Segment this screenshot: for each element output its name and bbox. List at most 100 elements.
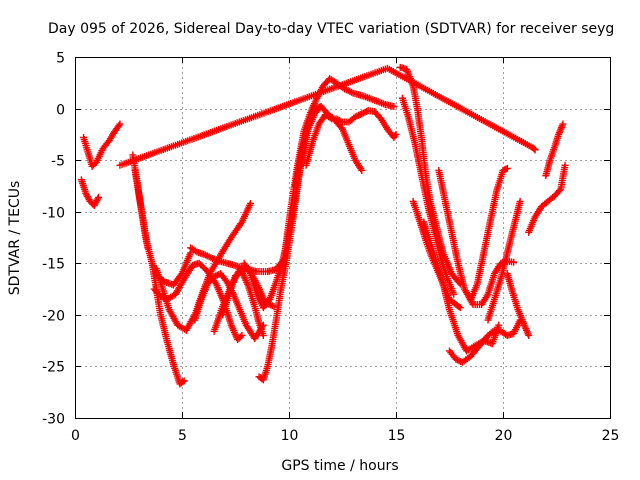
- data-point-run: [399, 96, 412, 121]
- data-point-run: [433, 225, 447, 255]
- data-point-run: [454, 356, 465, 365]
- data-point-run: [237, 308, 249, 327]
- data-point-run: [448, 230, 462, 265]
- data-point-run: [118, 65, 389, 169]
- data-point: [157, 292, 165, 300]
- data-point-run: [505, 330, 516, 339]
- data-point-run: [303, 140, 316, 167]
- data-point-run: [197, 261, 210, 274]
- data-point-run: [504, 225, 517, 255]
- data-point-run: [555, 122, 566, 137]
- data-point-run: [468, 343, 482, 359]
- data-point: [259, 331, 267, 339]
- data-point-run: [309, 122, 322, 144]
- data-point-run: [312, 103, 323, 112]
- data-point: [450, 290, 458, 298]
- data-point-run: [460, 353, 473, 365]
- x-axis-label: GPS time / hours: [281, 458, 398, 474]
- data-point-run: [342, 86, 355, 96]
- y-tick-label: 5: [56, 51, 65, 67]
- data-point-run: [500, 165, 510, 174]
- data-point-run: [557, 164, 569, 191]
- data-point-run: [515, 308, 528, 327]
- x-tick-label: 10: [281, 428, 299, 444]
- data-point-run: [378, 117, 390, 131]
- y-tick-label: -30: [42, 412, 65, 428]
- data-point-run: [164, 339, 177, 366]
- data-point-run: [267, 280, 279, 301]
- data-point-run: [479, 292, 491, 307]
- data-point-run: [347, 114, 358, 125]
- data-point-run: [268, 318, 280, 348]
- data-point-run: [106, 131, 116, 143]
- data-point-run: [346, 143, 358, 162]
- data-point-run: [362, 93, 377, 104]
- data-point-run: [499, 328, 510, 338]
- data-point-run: [431, 230, 444, 260]
- data-point-run: [339, 127, 352, 147]
- data-point-run: [427, 199, 440, 229]
- data-point: [392, 130, 400, 138]
- series-trace-26: [503, 270, 533, 339]
- series-trace-03: [129, 151, 195, 289]
- data-point-run: [298, 122, 312, 152]
- data-point-run: [305, 107, 318, 126]
- data-point-run: [446, 308, 461, 337]
- data-point-run: [100, 138, 112, 151]
- series-trace-25: [484, 197, 524, 324]
- data-point: [144, 244, 152, 252]
- data-point-run: [398, 64, 409, 73]
- data-point-run: [323, 112, 334, 122]
- data-point-run: [239, 269, 251, 288]
- data-point-run: [372, 109, 384, 121]
- data-point-run: [235, 333, 244, 342]
- data-point-run: [181, 263, 196, 281]
- data-point: [452, 355, 460, 363]
- data-point-run: [239, 201, 254, 224]
- data-point-run: [449, 271, 463, 286]
- x-tick-label: 25: [602, 428, 620, 444]
- data-point-run: [177, 378, 187, 387]
- data-point-run: [292, 148, 305, 188]
- series-trace-24: [467, 164, 511, 303]
- data-point: [332, 115, 340, 123]
- series-trace-27: [525, 161, 569, 236]
- data-point: [531, 146, 539, 154]
- data-point-run: [171, 271, 185, 287]
- data-point-run: [391, 132, 399, 140]
- data-point: [180, 377, 188, 385]
- data-point-run: [188, 245, 199, 255]
- grid: [75, 57, 610, 418]
- data-point-run: [277, 256, 290, 294]
- data-point-run: [179, 251, 194, 276]
- data-point-run: [471, 301, 483, 308]
- data-point-run: [435, 169, 449, 203]
- data-marks: [77, 63, 569, 388]
- data-point-run: [142, 236, 155, 265]
- series-trace-08: [187, 244, 289, 276]
- data-point-run: [418, 138, 430, 177]
- series-trace-01: [80, 120, 124, 170]
- data-point-run: [474, 251, 487, 286]
- data-point-run: [261, 297, 272, 310]
- series-trace-22: [435, 166, 518, 309]
- data-point-run: [444, 277, 457, 296]
- y-tick-label: 0: [56, 103, 65, 119]
- data-point-run: [546, 194, 557, 204]
- data-point-run: [218, 271, 230, 284]
- x-tick-label: 5: [178, 428, 187, 444]
- series-trace-17: [332, 107, 400, 141]
- data-point-run: [233, 269, 244, 279]
- data-point-run: [492, 261, 504, 276]
- data-point-run: [455, 261, 468, 291]
- data-point-run: [87, 199, 97, 208]
- series-trace-23: [446, 316, 524, 366]
- data-point-run: [228, 220, 245, 240]
- data-point-run: [468, 282, 480, 301]
- data-point-run: [341, 118, 351, 126]
- data-point-run: [264, 344, 275, 368]
- data-point-run: [487, 189, 500, 224]
- x-tick-label: 15: [388, 428, 406, 444]
- data-point-run: [547, 146, 558, 162]
